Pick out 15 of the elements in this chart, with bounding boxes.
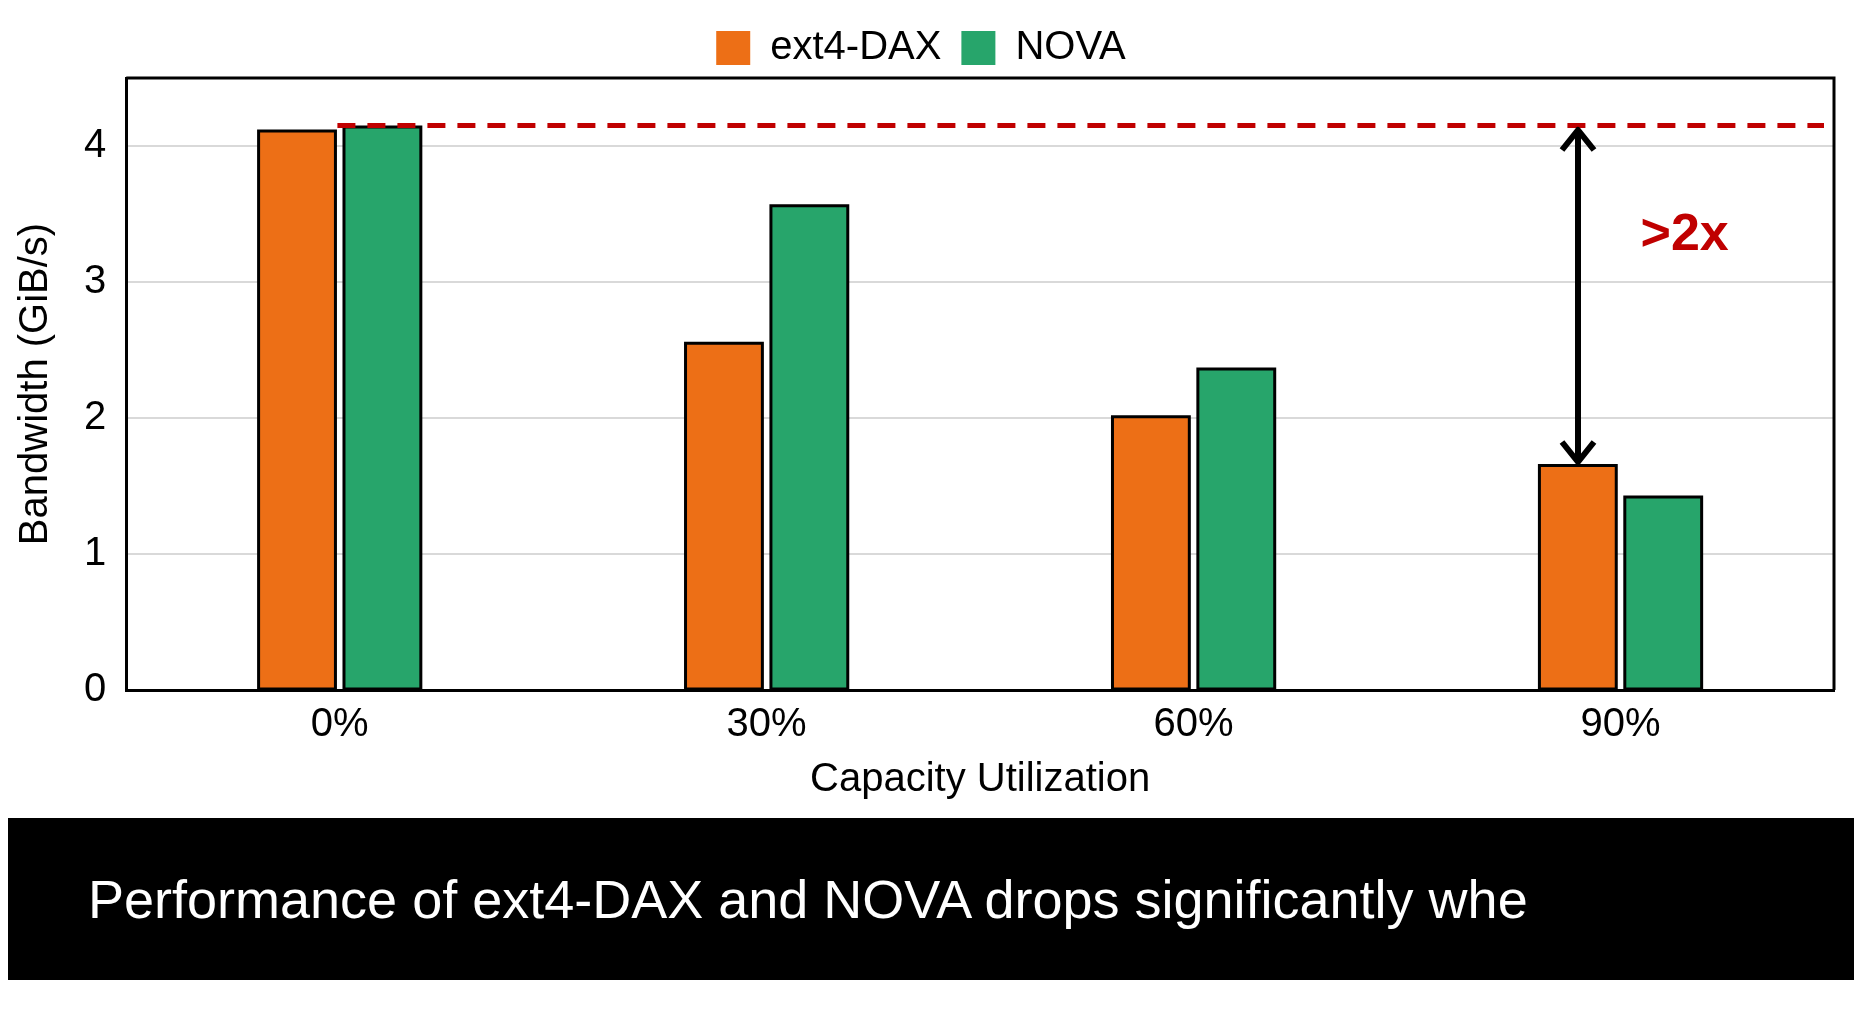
legend-label: ext4-DAX (770, 23, 942, 68)
legend-label: NOVA (1015, 23, 1127, 68)
x-axis-title: Capacity Utilization (810, 755, 1151, 800)
x-tick-label: 0% (310, 700, 369, 745)
text: Performance of ext4-DAX and NOVA drops significantly whe (8, 818, 1854, 980)
y-tick-label: 1 (84, 529, 107, 574)
y-axis-title: Bandwidth (GiB/s) (11, 222, 56, 546)
y-tick-label: 0 (84, 665, 107, 710)
x-tick-label: 90% (1580, 700, 1661, 745)
annotation: >2x (1640, 202, 1729, 261)
y-tick-label: 4 (84, 121, 107, 166)
y-tick-label: 3 (84, 257, 107, 302)
y-tick-label: 2 (84, 393, 107, 438)
x-tick-label: 60% (1153, 700, 1234, 745)
x-tick-label: 30% (726, 700, 807, 745)
